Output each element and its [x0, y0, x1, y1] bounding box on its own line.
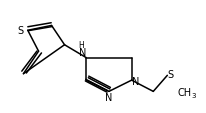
Text: N: N [78, 48, 86, 58]
Text: N: N [131, 76, 138, 86]
Text: CH: CH [177, 87, 191, 97]
Text: N: N [105, 92, 112, 102]
Text: S: S [17, 26, 23, 36]
Text: H: H [78, 41, 84, 50]
Text: S: S [166, 69, 173, 79]
Text: 3: 3 [190, 93, 195, 99]
